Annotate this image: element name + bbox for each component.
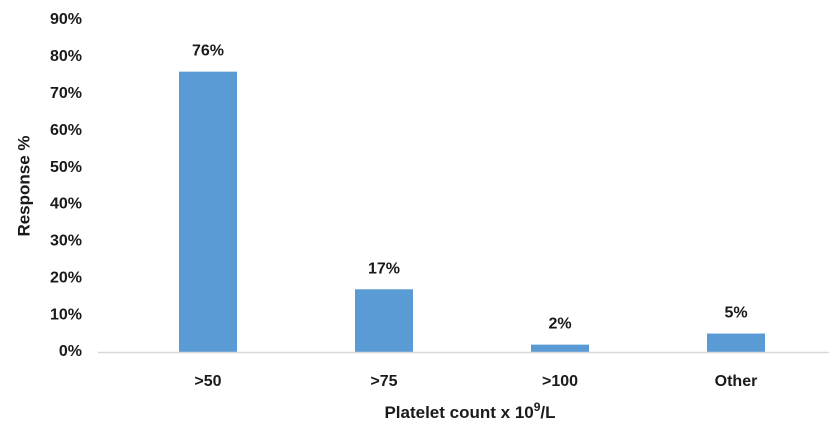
x-axis-ticks: >50 >75 >100 Other xyxy=(194,373,757,390)
bar-data-label: 5% xyxy=(724,305,747,322)
bar-data-label: 2% xyxy=(548,316,571,333)
y-tick-label: 80% xyxy=(50,48,82,65)
x-tick-label: >100 xyxy=(542,373,578,390)
bar-data-label: 17% xyxy=(368,260,400,277)
x-axis-title-suffix: /L xyxy=(540,403,555,422)
y-tick-label: 30% xyxy=(50,233,82,250)
bar xyxy=(707,333,765,352)
data-labels: 76% 17% 2% 5% xyxy=(192,43,748,333)
x-axis-title-superscript: 9 xyxy=(534,400,541,414)
y-tick-label: 50% xyxy=(50,159,82,176)
x-tick-label: >50 xyxy=(194,373,221,390)
y-tick-label: 40% xyxy=(50,196,82,213)
y-tick-label: 10% xyxy=(50,306,82,323)
y-tick-label: 0% xyxy=(59,343,82,360)
y-tick-label: 20% xyxy=(50,269,82,286)
y-tick-label: 90% xyxy=(50,11,82,28)
bar xyxy=(531,344,589,352)
bars xyxy=(179,71,765,353)
bar-data-label: 76% xyxy=(192,43,224,60)
x-axis-title-main: Platelet count x 10 xyxy=(384,403,533,422)
x-axis-title: Platelet count x 109/L xyxy=(384,400,555,422)
y-axis-title: Response % xyxy=(14,135,33,236)
bar xyxy=(179,71,237,353)
y-tick-label: 70% xyxy=(50,85,82,102)
bar xyxy=(355,289,413,352)
x-tick-label: >75 xyxy=(370,373,397,390)
y-axis-ticks: 0% 10% 20% 30% 40% 50% 60% 70% 80% 90% xyxy=(50,11,82,360)
y-tick-label: 60% xyxy=(50,122,82,139)
x-tick-label: Other xyxy=(715,373,758,390)
